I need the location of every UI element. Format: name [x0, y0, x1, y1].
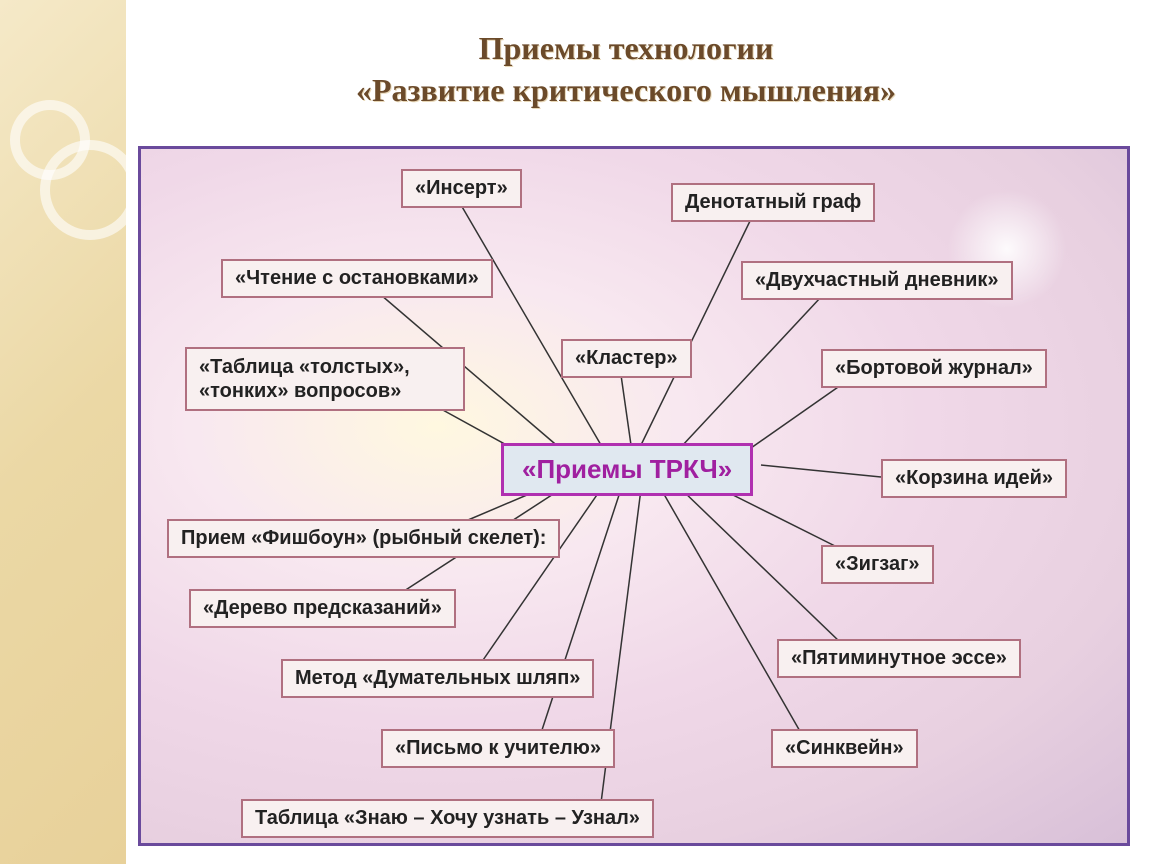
node-thick-thin: «Таблица «толстых»,«тонких» вопросов»: [185, 347, 465, 411]
node-essay: «Пятиминутное эссе»: [777, 639, 1021, 678]
node-read-stops: «Чтение с остановками»: [221, 259, 493, 298]
node-basket: «Корзина идей»: [881, 459, 1067, 498]
sidebar-decoration: [0, 0, 126, 864]
decor-circle: [40, 140, 140, 240]
node-hats: Метод «Думательных шляп»: [281, 659, 594, 698]
node-logbook: «Бортовой журнал»: [821, 349, 1047, 388]
edge: [761, 465, 881, 477]
node-insert: «Инсерт»: [401, 169, 522, 208]
node-zigzag: «Зигзаг»: [821, 545, 934, 584]
edge: [481, 489, 601, 663]
title-line-1: Приемы технологии: [126, 28, 1126, 70]
node-cluster: «Кластер»: [561, 339, 692, 378]
edge: [721, 489, 841, 549]
edge: [741, 385, 841, 455]
node-letter: «Письмо к учителю»: [381, 729, 615, 768]
slide-title: Приемы технологии «Развитие критического…: [126, 28, 1126, 111]
edge: [641, 219, 751, 445]
node-zhu: Таблица «Знаю – Хочу узнать – Узнал»: [241, 799, 654, 838]
node-denot: Денотатный граф: [671, 183, 875, 222]
node-tree: «Дерево предсказаний»: [189, 589, 456, 628]
node-cinquain: «Синквейн»: [771, 729, 918, 768]
title-line-2: «Развитие критического мышления»: [126, 70, 1126, 112]
edge: [621, 375, 631, 445]
edge: [661, 489, 801, 733]
node-diary: «Двухчастный дневник»: [741, 261, 1013, 300]
node-fishbone: Прием «Фишбоун» (рыбный скелет):: [167, 519, 560, 558]
diagram-frame: «Приемы ТРКЧ» «Инсерт» Денотатный граф «Чте…: [138, 146, 1130, 846]
center-node: «Приемы ТРКЧ»: [501, 443, 753, 496]
edge: [461, 205, 601, 445]
